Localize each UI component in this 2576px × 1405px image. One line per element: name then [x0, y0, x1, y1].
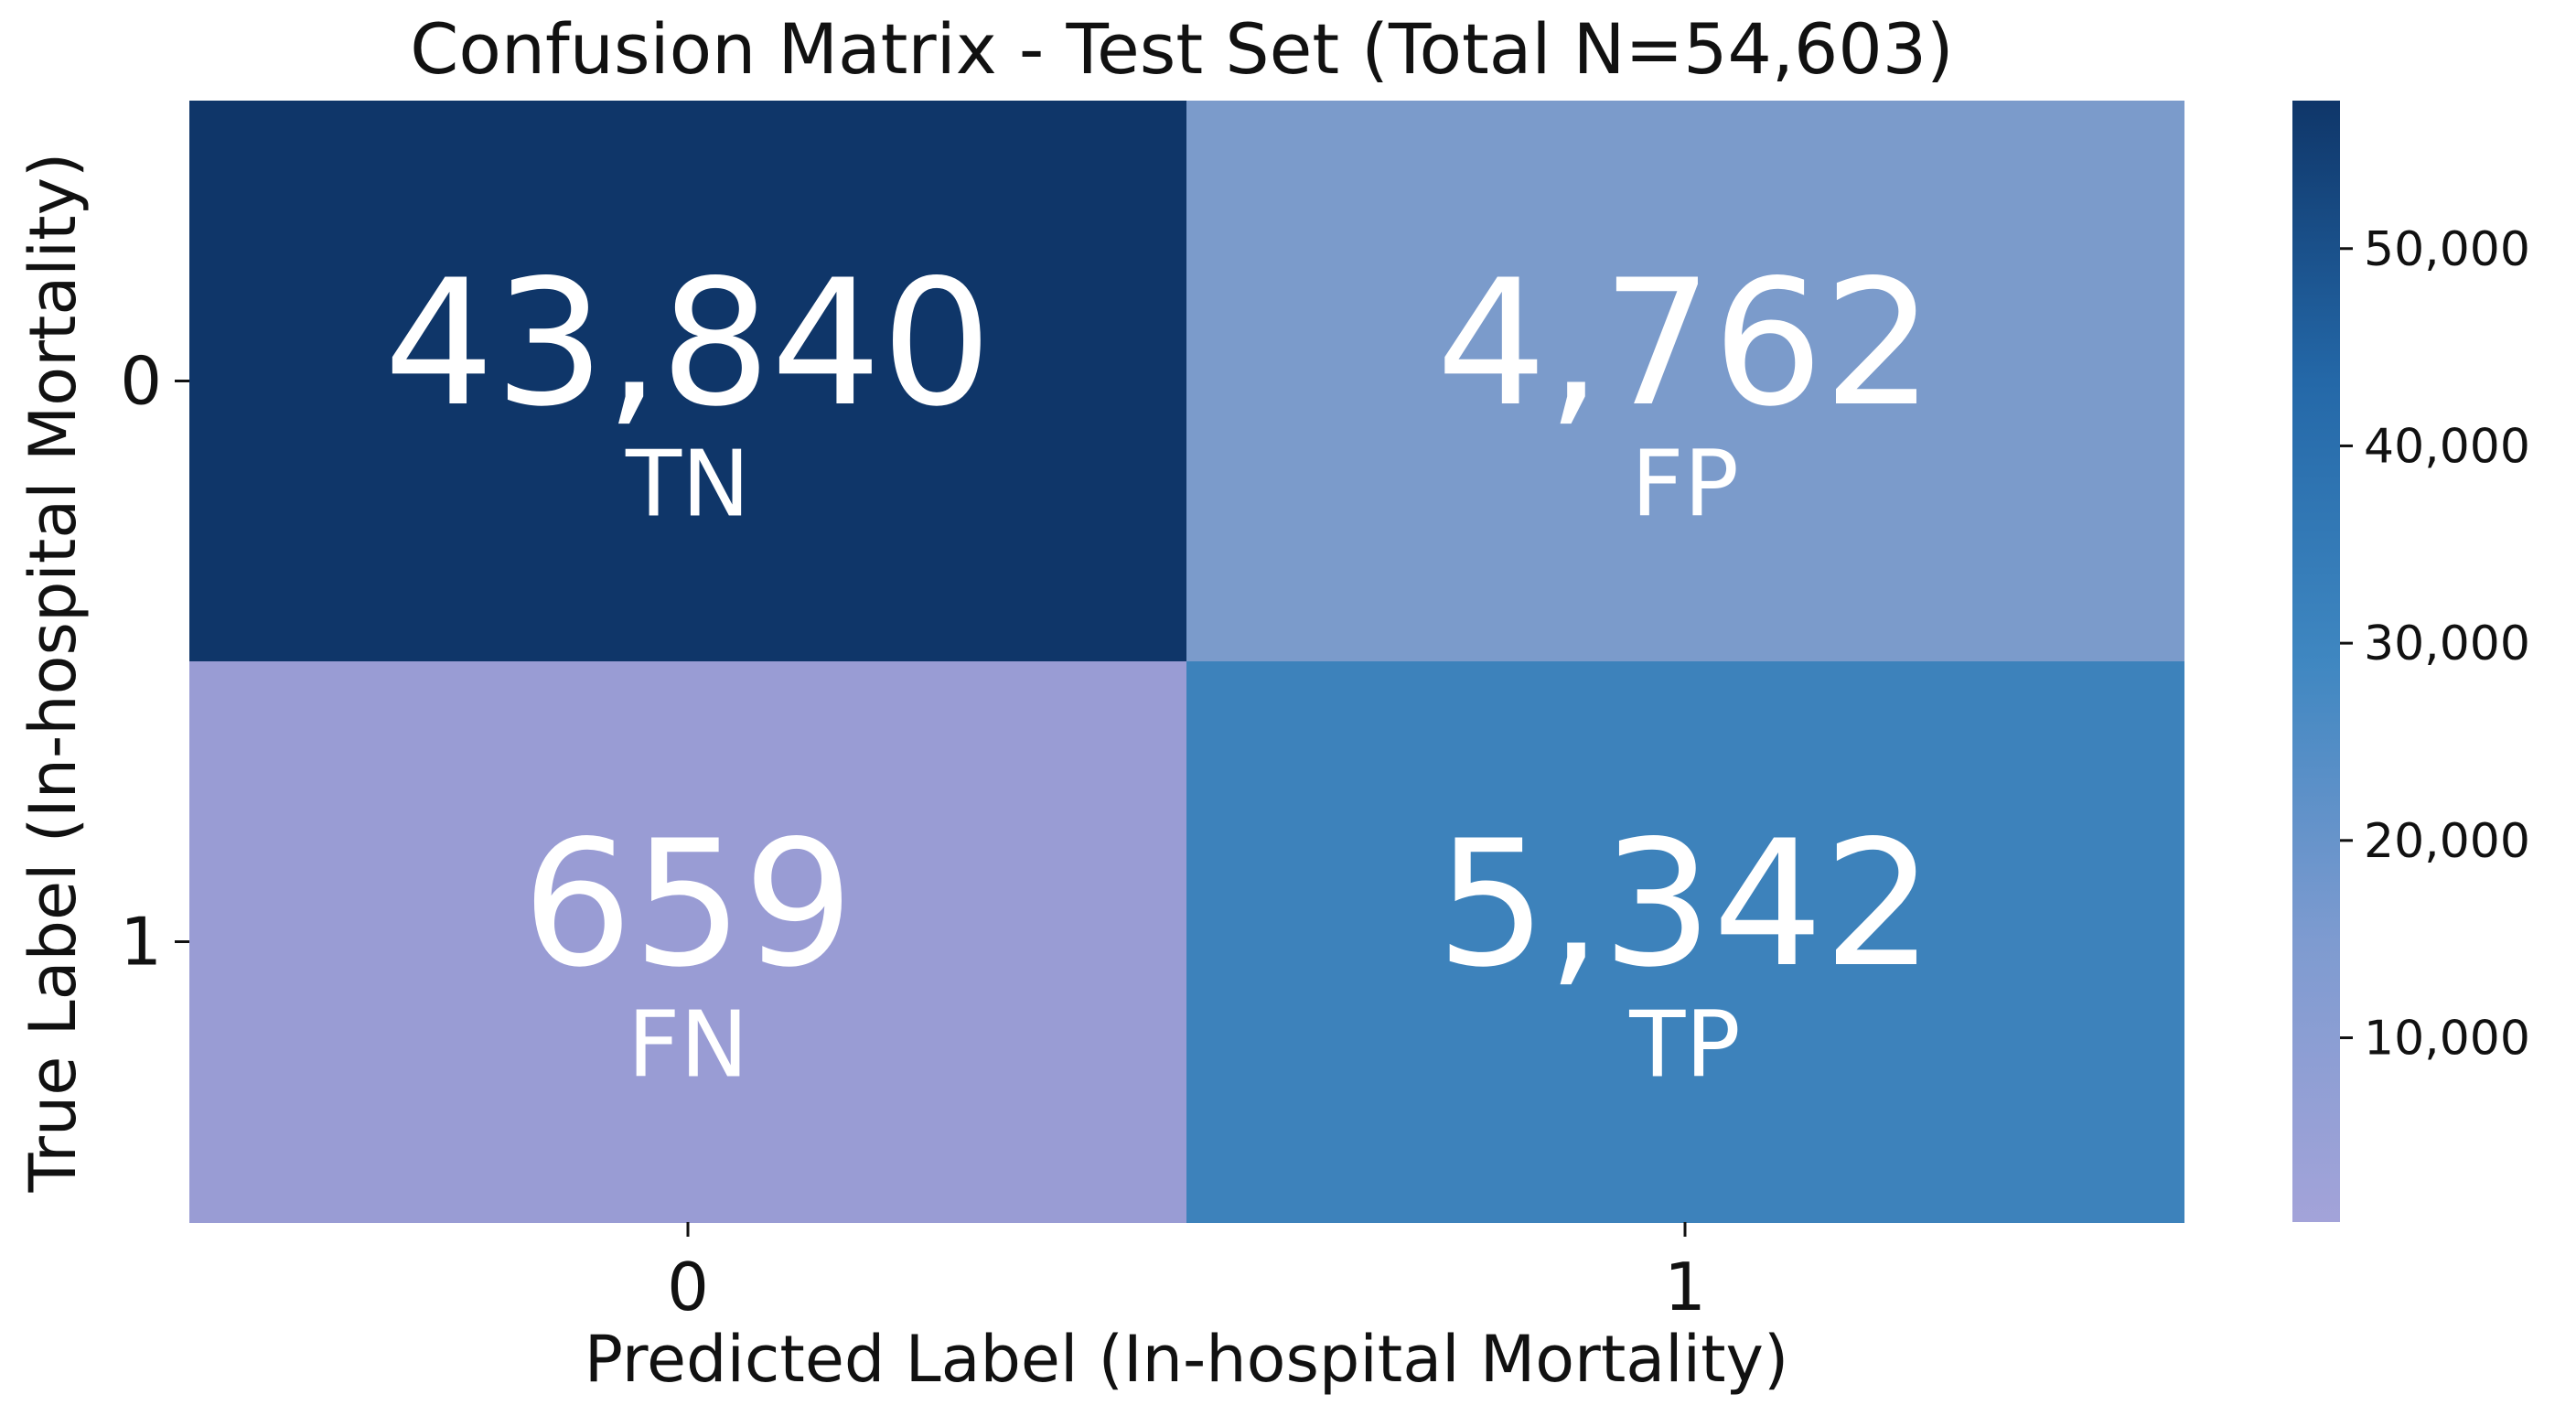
cell-label-fp: FP: [1631, 431, 1739, 538]
cell-value-tp: 5,342: [1436, 803, 1934, 1005]
cell-value-fp: 4,762: [1436, 242, 1934, 445]
heatmap-cell-tp: [1186, 661, 2184, 1223]
x-tick-label-0: 0: [667, 1249, 709, 1325]
colorbar-tick-label: 30,000: [2364, 617, 2530, 671]
colorbar-tick-label: 40,000: [2364, 419, 2530, 474]
x-tick-label-1: 1: [1664, 1249, 1706, 1325]
cell-value-fn: 659: [522, 803, 854, 1005]
heatmap-cell-tn: [189, 101, 1187, 662]
heatmap-cell-fp: [1186, 101, 2184, 662]
colorbar: 10,000 20,000 30,000 40,000 50,000: [2292, 101, 2530, 1222]
cell-label-tn: TN: [625, 431, 750, 538]
cell-value-tn: 43,840: [384, 242, 993, 445]
cell-label-tp: TP: [1628, 992, 1740, 1099]
y-tick-label-0: 0: [120, 343, 162, 420]
y-axis-label: True Label (In-hospital Mortality): [16, 153, 91, 1194]
colorbar-tick-label: 20,000: [2364, 814, 2530, 869]
x-axis-label: Predicted Label (In-hospital Mortality): [585, 1322, 1789, 1397]
heatmap-cell-fn: [189, 661, 1187, 1223]
chart-title: Confusion Matrix - Test Set (Total N=54,…: [410, 8, 1953, 90]
axis-ticks: 0 1 0 1: [120, 343, 1706, 1326]
y-tick-label-1: 1: [120, 904, 162, 981]
colorbar-tick-label: 50,000: [2364, 222, 2530, 277]
cell-label-fn: FN: [628, 992, 748, 1099]
colorbar-tick-label: 10,000: [2364, 1012, 2530, 1067]
colorbar-gradient: [2292, 101, 2340, 1222]
